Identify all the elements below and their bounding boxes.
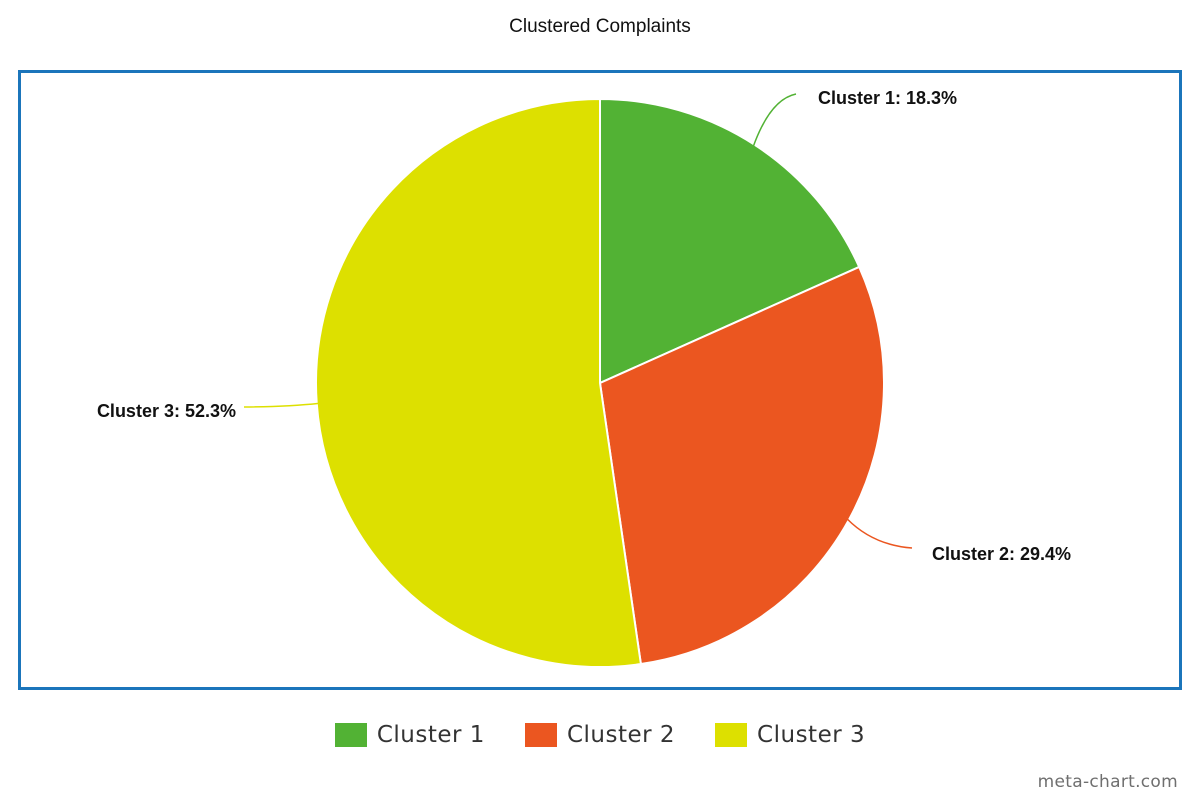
legend-label-cluster-2: Cluster 2	[566, 722, 676, 748]
connector-line-cluster-3	[243, 402, 319, 408]
plot-area	[18, 70, 1182, 690]
chart-title: Clustered Complaints	[509, 16, 691, 37]
legend-item-cluster-2[interactable]: Cluster 2	[524, 722, 676, 748]
data-label-cluster-2: Cluster 2: 29.4%	[932, 544, 1071, 564]
connector-line-cluster-1	[752, 93, 797, 147]
data-label-cluster-1: Cluster 1: 18.3%	[818, 88, 957, 108]
legend-item-cluster-3[interactable]: Cluster 3	[715, 722, 865, 748]
legend-item-cluster-1[interactable]: Cluster 1	[334, 722, 485, 748]
legend-swatch-cluster-1	[334, 723, 367, 747]
legend: Cluster 1 Cluster 2 Cluster 3	[0, 722, 1200, 748]
legend-label-cluster-3: Cluster 3	[757, 722, 866, 748]
legend-label-cluster-1: Cluster 1	[376, 722, 485, 748]
watermark[interactable]: meta-chart.com	[1037, 772, 1178, 792]
data-label-cluster-3: Cluster 3: 52.3%	[97, 401, 236, 421]
connector-line-cluster-2	[846, 518, 913, 549]
pie-slice-cluster-3[interactable]	[315, 97, 643, 668]
legend-swatch-cluster-2	[524, 723, 557, 747]
legend-swatch-cluster-3	[715, 723, 748, 747]
